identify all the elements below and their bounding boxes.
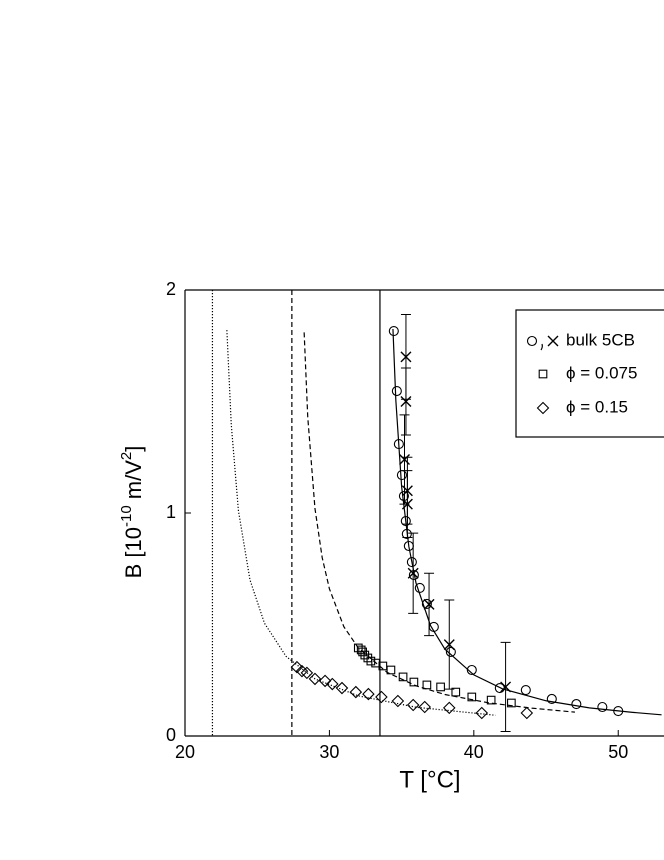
y-axis-label-superscript: 2 — [118, 452, 135, 460]
point — [418, 700, 431, 714]
point — [520, 706, 534, 720]
point — [597, 701, 608, 713]
point — [401, 498, 413, 510]
point — [443, 639, 455, 651]
legend-label: ϕ = 0.075 — [566, 363, 637, 382]
y-axis-label-superscript: -10 — [118, 505, 135, 527]
legend-box — [515, 309, 664, 438]
point — [507, 698, 516, 708]
y-tick-label: 1 — [166, 502, 176, 522]
point — [486, 695, 496, 705]
point — [409, 677, 419, 687]
x-tick-label: 50 — [608, 742, 628, 762]
point — [366, 656, 376, 666]
point — [396, 470, 407, 481]
point — [520, 685, 531, 696]
point — [375, 690, 388, 704]
y-tick-label: 2 — [166, 279, 176, 299]
point — [571, 699, 582, 710]
point — [406, 698, 420, 712]
point — [451, 687, 461, 697]
point — [414, 582, 425, 593]
point — [422, 680, 432, 690]
legend-symbol — [536, 401, 550, 415]
point — [388, 325, 399, 337]
point — [400, 351, 412, 363]
x-tick-label: 20 — [175, 742, 195, 762]
point — [318, 674, 332, 688]
point — [363, 653, 373, 663]
point — [349, 685, 363, 699]
x-tick-label: 40 — [464, 742, 484, 762]
point — [358, 647, 367, 657]
point — [326, 677, 339, 691]
point — [300, 666, 314, 680]
point — [546, 693, 557, 705]
point — [391, 385, 402, 397]
y-tick-label: 0 — [166, 725, 176, 745]
point — [475, 706, 489, 720]
legend-label: ϕ = 0.15 — [566, 397, 628, 416]
y-axis-label: B [10-10 m/V2] — [118, 446, 146, 579]
point — [335, 681, 349, 695]
point — [407, 567, 419, 579]
point — [500, 681, 512, 693]
point — [398, 672, 408, 682]
point — [391, 694, 405, 708]
point — [613, 705, 624, 717]
legend-symbol — [547, 335, 559, 347]
point — [423, 598, 435, 610]
legend-label: bulk 5CB — [566, 330, 635, 349]
point — [467, 692, 477, 702]
point — [393, 439, 404, 450]
legend-separator — [540, 343, 543, 351]
point — [400, 396, 412, 407]
point — [421, 598, 432, 610]
x-axis-label: T [°C] — [399, 766, 460, 793]
point — [408, 569, 419, 581]
legend-symbol — [526, 335, 538, 347]
point — [400, 515, 411, 527]
point — [360, 650, 370, 660]
point — [406, 557, 417, 568]
point — [445, 646, 456, 657]
y-axis-label-part: B [10 — [121, 527, 146, 578]
legend-symbol — [538, 369, 548, 379]
point — [386, 665, 396, 675]
y-axis-label-part: ] — [121, 446, 146, 452]
point — [308, 672, 322, 686]
y-axis-label-part: m/V — [121, 460, 146, 506]
point — [362, 687, 375, 701]
point — [466, 664, 477, 676]
point — [436, 682, 445, 692]
x-tick-label: 30 — [319, 742, 339, 762]
point — [442, 701, 456, 715]
point — [290, 660, 304, 674]
point — [401, 528, 412, 540]
